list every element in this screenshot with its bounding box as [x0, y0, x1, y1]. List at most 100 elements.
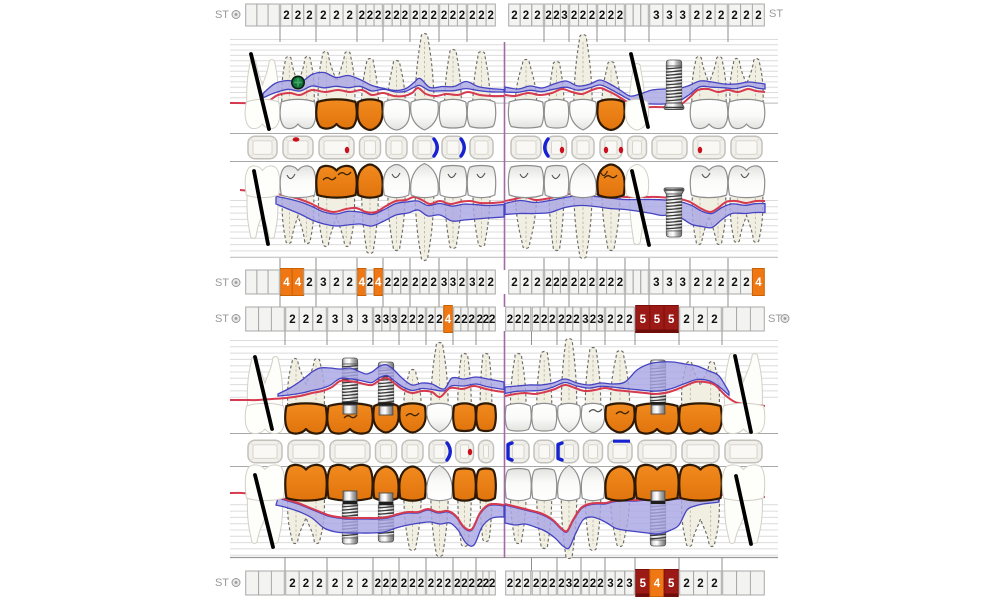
- svg-text:4: 4: [755, 277, 762, 289]
- svg-text:4: 4: [283, 277, 290, 289]
- svg-text:2: 2: [507, 314, 513, 326]
- svg-text:2: 2: [571, 10, 577, 22]
- svg-text:2: 2: [683, 578, 689, 590]
- svg-text:2: 2: [367, 10, 373, 22]
- svg-text:2: 2: [303, 314, 309, 326]
- svg-text:2: 2: [333, 277, 339, 289]
- svg-text:2: 2: [332, 578, 338, 590]
- svg-text:5: 5: [640, 314, 647, 326]
- svg-text:5: 5: [654, 314, 661, 326]
- svg-text:2: 2: [401, 314, 407, 326]
- svg-text:5: 5: [668, 578, 675, 590]
- svg-text:2: 2: [523, 277, 529, 289]
- svg-text:3: 3: [653, 10, 659, 22]
- svg-text:2: 2: [385, 10, 391, 22]
- svg-text:2: 2: [731, 10, 737, 22]
- svg-text:2: 2: [316, 314, 322, 326]
- svg-text:2: 2: [573, 314, 579, 326]
- svg-text:2: 2: [507, 578, 513, 590]
- svg-text:2: 2: [483, 578, 489, 590]
- svg-text:2: 2: [430, 10, 436, 22]
- svg-text:2: 2: [617, 314, 623, 326]
- svg-text:2: 2: [441, 10, 447, 22]
- svg-text:2: 2: [346, 277, 352, 289]
- svg-text:2: 2: [428, 578, 434, 590]
- svg-text:2: 2: [566, 314, 572, 326]
- svg-text:3: 3: [561, 10, 567, 22]
- svg-text:2: 2: [617, 277, 623, 289]
- svg-text:2: 2: [487, 10, 493, 22]
- svg-text:2: 2: [582, 578, 588, 590]
- svg-text:2: 2: [477, 314, 483, 326]
- svg-text:2: 2: [534, 277, 540, 289]
- svg-text:2: 2: [523, 10, 529, 22]
- svg-text:2: 2: [489, 314, 495, 326]
- svg-text:2: 2: [346, 10, 352, 22]
- svg-text:2: 2: [454, 314, 460, 326]
- svg-text:2: 2: [316, 578, 322, 590]
- svg-text:4: 4: [359, 277, 366, 289]
- svg-text:2: 2: [553, 10, 559, 22]
- svg-text:2: 2: [483, 314, 489, 326]
- svg-text:ST: ST: [769, 8, 783, 20]
- svg-text:ST: ST: [215, 277, 229, 289]
- svg-text:3: 3: [375, 314, 381, 326]
- svg-text:3: 3: [332, 314, 338, 326]
- svg-text:2: 2: [428, 314, 434, 326]
- svg-text:2: 2: [607, 314, 613, 326]
- svg-text:2: 2: [561, 277, 567, 289]
- svg-text:2: 2: [511, 10, 517, 22]
- svg-text:3: 3: [666, 10, 672, 22]
- svg-text:ST: ST: [215, 9, 229, 21]
- svg-text:2: 2: [731, 277, 737, 289]
- svg-text:2: 2: [487, 277, 493, 289]
- svg-text:2: 2: [320, 10, 326, 22]
- svg-text:3: 3: [362, 314, 368, 326]
- svg-text:2: 2: [385, 277, 391, 289]
- svg-text:2: 2: [558, 578, 564, 590]
- svg-text:2: 2: [533, 314, 539, 326]
- svg-text:2: 2: [626, 314, 632, 326]
- svg-text:5: 5: [640, 578, 647, 590]
- svg-text:4: 4: [375, 277, 382, 289]
- svg-text:2: 2: [589, 10, 595, 22]
- svg-text:2: 2: [694, 10, 700, 22]
- svg-text:2: 2: [401, 578, 407, 590]
- svg-text:3: 3: [383, 314, 389, 326]
- svg-text:2: 2: [580, 10, 586, 22]
- svg-text:2: 2: [468, 314, 474, 326]
- svg-text:2: 2: [393, 277, 399, 289]
- svg-text:2: 2: [541, 314, 547, 326]
- svg-text:2: 2: [412, 277, 418, 289]
- svg-text:3: 3: [469, 277, 475, 289]
- svg-text:2: 2: [755, 10, 761, 22]
- svg-text:3: 3: [653, 277, 659, 289]
- svg-text:2: 2: [367, 277, 373, 289]
- svg-text:2: 2: [359, 10, 365, 22]
- svg-text:2: 2: [375, 10, 381, 22]
- svg-text:2: 2: [534, 10, 540, 22]
- svg-text:2: 2: [409, 578, 415, 590]
- svg-text:2: 2: [418, 314, 424, 326]
- svg-text:2: 2: [599, 277, 605, 289]
- svg-text:2: 2: [306, 277, 312, 289]
- svg-text:2: 2: [436, 314, 442, 326]
- svg-text:2: 2: [599, 10, 605, 22]
- svg-text:2: 2: [421, 277, 427, 289]
- svg-text:2: 2: [697, 314, 703, 326]
- svg-text:2: 2: [402, 277, 408, 289]
- svg-text:2: 2: [590, 578, 596, 590]
- svg-text:2: 2: [347, 578, 353, 590]
- svg-text:2: 2: [558, 314, 564, 326]
- svg-text:2: 2: [549, 578, 555, 590]
- svg-text:2: 2: [711, 314, 717, 326]
- svg-text:2: 2: [421, 10, 427, 22]
- svg-text:3: 3: [347, 314, 353, 326]
- svg-text:2: 2: [694, 277, 700, 289]
- svg-text:2: 2: [718, 10, 724, 22]
- svg-text:2: 2: [391, 578, 397, 590]
- svg-text:2: 2: [597, 578, 603, 590]
- svg-text:2: 2: [706, 10, 712, 22]
- svg-text:2: 2: [617, 10, 623, 22]
- svg-text:2: 2: [718, 277, 724, 289]
